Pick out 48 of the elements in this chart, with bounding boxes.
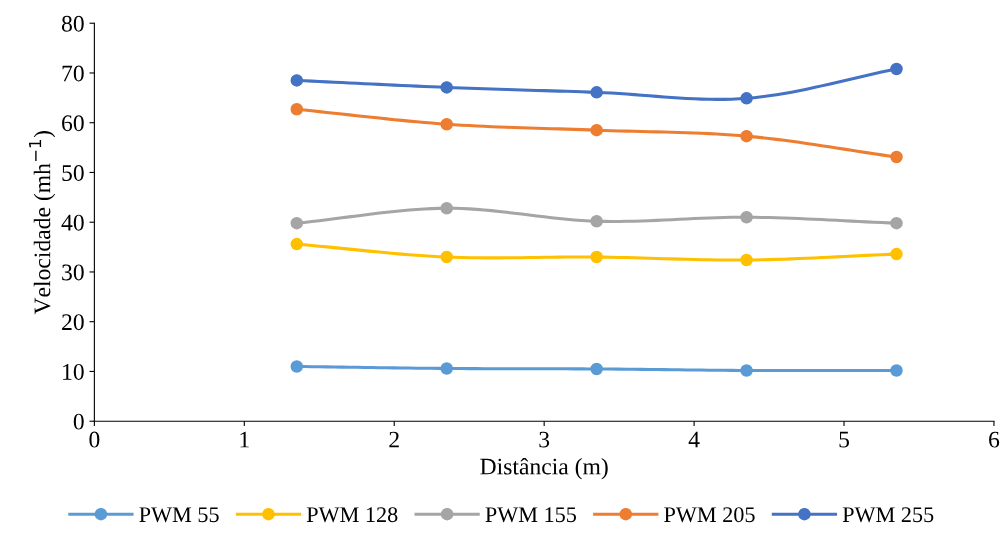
point [740,210,753,224]
legend-label: PWM 255 [842,507,934,523]
x-tick-label: 6 [989,431,1000,448]
point [290,360,304,373]
x-tick-label: 1 [240,431,249,448]
y-tick-label: 70 [62,65,84,82]
y-tick-label: 0 [73,413,84,430]
legend-label: PWM 55 [139,507,219,523]
point [890,62,903,76]
y-tick-label: 80 [61,15,84,32]
y-tick-label: 50 [62,164,84,181]
point [740,129,753,143]
point [440,202,453,215]
point [890,216,903,230]
point [290,74,304,87]
point [590,214,603,228]
point [890,247,903,261]
x-tick-label: 2 [389,431,399,448]
y-tick-label: 20 [62,314,84,331]
point [890,150,903,164]
point [440,81,453,94]
point [440,250,453,264]
x-axis-title: Distância (m) [480,457,608,480]
point [290,216,304,230]
point [290,103,304,116]
legend-label: PWM 128 [306,507,398,523]
legend-label: PWM 205 [664,507,755,523]
y-axis-title: Velocidade (mh$^{−1}$) [29,131,56,315]
point [890,364,903,377]
x-tick-label: 3 [539,431,550,448]
point [740,253,753,267]
point [590,362,603,376]
point [740,92,753,105]
y-tick-label: 40 [61,214,84,231]
point [440,362,453,375]
x-tick-label: 0 [89,431,100,448]
y-tick-label: 60 [62,115,84,132]
point [590,86,603,99]
x-tick-label: 4 [688,431,700,448]
point [590,250,603,264]
point [740,364,753,377]
x-tick-label: 5 [839,431,850,448]
y-tick-label: 30 [62,264,84,281]
legend-label: PWM 155 [485,507,577,523]
point [440,117,453,131]
point [590,123,603,137]
point [290,237,304,251]
y-tick-label: 10 [63,363,84,380]
